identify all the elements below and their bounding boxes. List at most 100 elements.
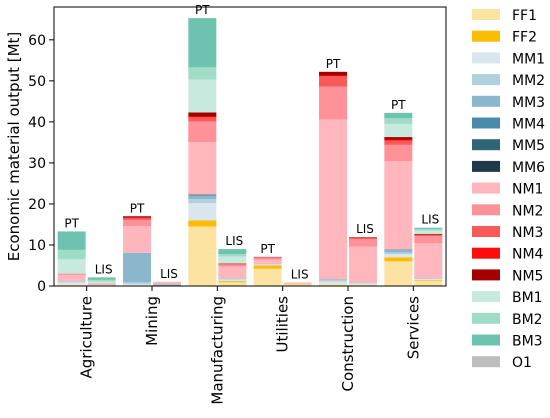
y-tick-label: 20 xyxy=(28,197,46,213)
bar-segment-ff1-pt xyxy=(188,226,217,286)
y-tick-label: 10 xyxy=(28,238,46,254)
legend-label-ff2: FF2 xyxy=(512,30,537,46)
bar-segment-mm3-pt xyxy=(319,279,347,281)
bar-segment-ff1-pt xyxy=(57,284,86,286)
bar-segment-nm4-pt xyxy=(188,116,217,118)
legend-label-o1: O1 xyxy=(512,355,532,371)
legend-swatch-nm1 xyxy=(472,182,500,194)
bar-segment-nm3-lis xyxy=(218,263,247,265)
bar-segment-bm1-pt xyxy=(188,79,217,113)
x-tick-label: Agriculture xyxy=(78,296,96,379)
bar-segment-ff1-lis xyxy=(218,282,247,286)
bar-segment-bm2-lis xyxy=(87,279,116,282)
x-tick-label: Manufacturing xyxy=(208,296,226,405)
bar-segment-bm1-lis xyxy=(414,230,443,234)
bar-segment-bm1-pt xyxy=(57,259,86,274)
x-tick-label: Services xyxy=(404,296,422,359)
legend-label-mm4: MM4 xyxy=(512,117,545,133)
bar-segment-ff2-lis xyxy=(414,279,443,281)
legend-label-nm1: NM1 xyxy=(512,182,543,198)
y-tick-label: 40 xyxy=(28,115,46,131)
legend-swatch-o1 xyxy=(472,356,500,368)
bar-label-pt: PT xyxy=(260,242,275,256)
legend-swatch-ff1 xyxy=(472,9,500,20)
bar-segment-mm4-pt xyxy=(188,194,217,196)
bar-segment-nm2-pt xyxy=(253,257,282,260)
x-tick-label: Construction xyxy=(339,296,357,392)
bar-segment-nm3-pt xyxy=(384,140,413,145)
bar-segment-bm2-pt xyxy=(188,67,217,80)
bar-segment-ff2-pt xyxy=(188,220,217,227)
bar-segment-mm3-pt xyxy=(384,249,413,253)
bar-segment-nm1-lis xyxy=(218,266,247,279)
bar-segment-nm5-pt xyxy=(384,137,413,140)
bar-segment-ff2-pt xyxy=(384,257,413,262)
bar-segment-nm3-pt xyxy=(188,117,217,122)
legend-label-nm5: NM5 xyxy=(512,268,543,284)
bar-segment-nm5-pt xyxy=(319,71,347,76)
bar-segment-mm2-lis xyxy=(218,278,247,280)
bar-segment-ff1-pt xyxy=(253,268,282,286)
bar-segment-mm1-pt xyxy=(319,281,347,284)
y-tick-label: 30 xyxy=(28,156,46,172)
legend-swatch-nm3 xyxy=(472,226,500,237)
bar-segment-nm2-pt xyxy=(188,121,217,142)
legend-swatch-mm4 xyxy=(472,117,500,129)
bar-segment-mm1-pt xyxy=(253,264,282,266)
legend-swatch-bm2 xyxy=(472,312,500,324)
plot-frame xyxy=(53,6,447,287)
bar-segment-mm1-pt xyxy=(188,203,217,221)
legend-label-ff1: FF1 xyxy=(512,8,537,24)
legend-label-bm3: BM3 xyxy=(512,334,543,350)
bar-segment-ff1-lis xyxy=(349,284,377,286)
x-tick-label: Mining xyxy=(143,296,161,346)
bar-segment-bm3-pt xyxy=(57,231,86,250)
bar-segment-ff2-pt xyxy=(253,265,282,269)
bar-segment-nm3-lis xyxy=(349,237,377,240)
bar-segment-nm5-pt xyxy=(188,112,217,117)
bar-segment-nm1-lis xyxy=(153,282,181,285)
legend-swatch-mm3 xyxy=(472,95,500,107)
bar-segment-ff2-lis xyxy=(218,281,247,283)
bar-segment-mm1-pt xyxy=(57,282,86,285)
bar-label-lis: LIS xyxy=(95,262,113,276)
bar-segment-nm2-pt xyxy=(57,274,86,275)
bar-segment-ff1-lis xyxy=(283,284,312,286)
bar-segment-nm1-pt xyxy=(319,119,347,280)
legend-swatch-nm2 xyxy=(472,204,500,216)
y-tick-label: 0 xyxy=(37,279,46,295)
legend-label-mm2: MM2 xyxy=(512,73,545,89)
bar-segment-bm1-lis xyxy=(218,256,247,264)
bar-segment-nm1-lis xyxy=(349,246,377,283)
legend-swatch-bm1 xyxy=(472,291,500,303)
bar-segment-bm2-lis xyxy=(218,253,247,257)
bar-segment-mm3-lis xyxy=(153,284,181,286)
bar-segment-nm1-pt xyxy=(384,161,413,250)
bar-segment-mm2-pt xyxy=(384,252,413,254)
bar-segment-nm3-pt xyxy=(123,217,151,220)
legend: FF1 FF2 MM1 MM2 MM3 MM4 MM5 MM6 NM1 NM2 NM3 NM4 NM5 B… xyxy=(472,8,545,371)
bar-segment-bm2-lis xyxy=(414,228,443,231)
bar-segment-mm3-pt xyxy=(123,252,151,283)
legend-swatch-mm5 xyxy=(472,139,500,151)
bar-label-pt: PT xyxy=(195,3,210,17)
y-axis: 0 10 20 30 40 50 60 xyxy=(28,33,54,295)
bar-segment-nm5-pt xyxy=(123,216,151,218)
bar-segment-nm2-lis xyxy=(414,235,443,244)
bar-segment-mm1-pt xyxy=(384,253,413,258)
bar-segment-mm3-pt xyxy=(188,195,217,200)
bar-segment-bm3-pt xyxy=(188,18,217,68)
bar-label-lis: LIS xyxy=(356,222,374,236)
bar-segment-nm4-pt xyxy=(319,75,347,77)
bar-segment-bm3-lis xyxy=(414,227,443,229)
bar-segment-bm3-lis xyxy=(218,249,247,254)
bar-segment-ff1-lis xyxy=(414,280,443,286)
bar-segment-mm2-pt xyxy=(319,280,347,282)
bar-segment-nm1-pt xyxy=(253,259,282,265)
legend-label-mm5: MM5 xyxy=(512,138,545,154)
bar-segment-nm3-lis xyxy=(414,234,443,236)
bar-label-lis: LIS xyxy=(225,234,243,248)
bar-segment-nm1-lis xyxy=(283,283,312,284)
legend-swatch-nm5 xyxy=(472,269,500,281)
bar-segment-bm3-pt xyxy=(384,112,413,119)
